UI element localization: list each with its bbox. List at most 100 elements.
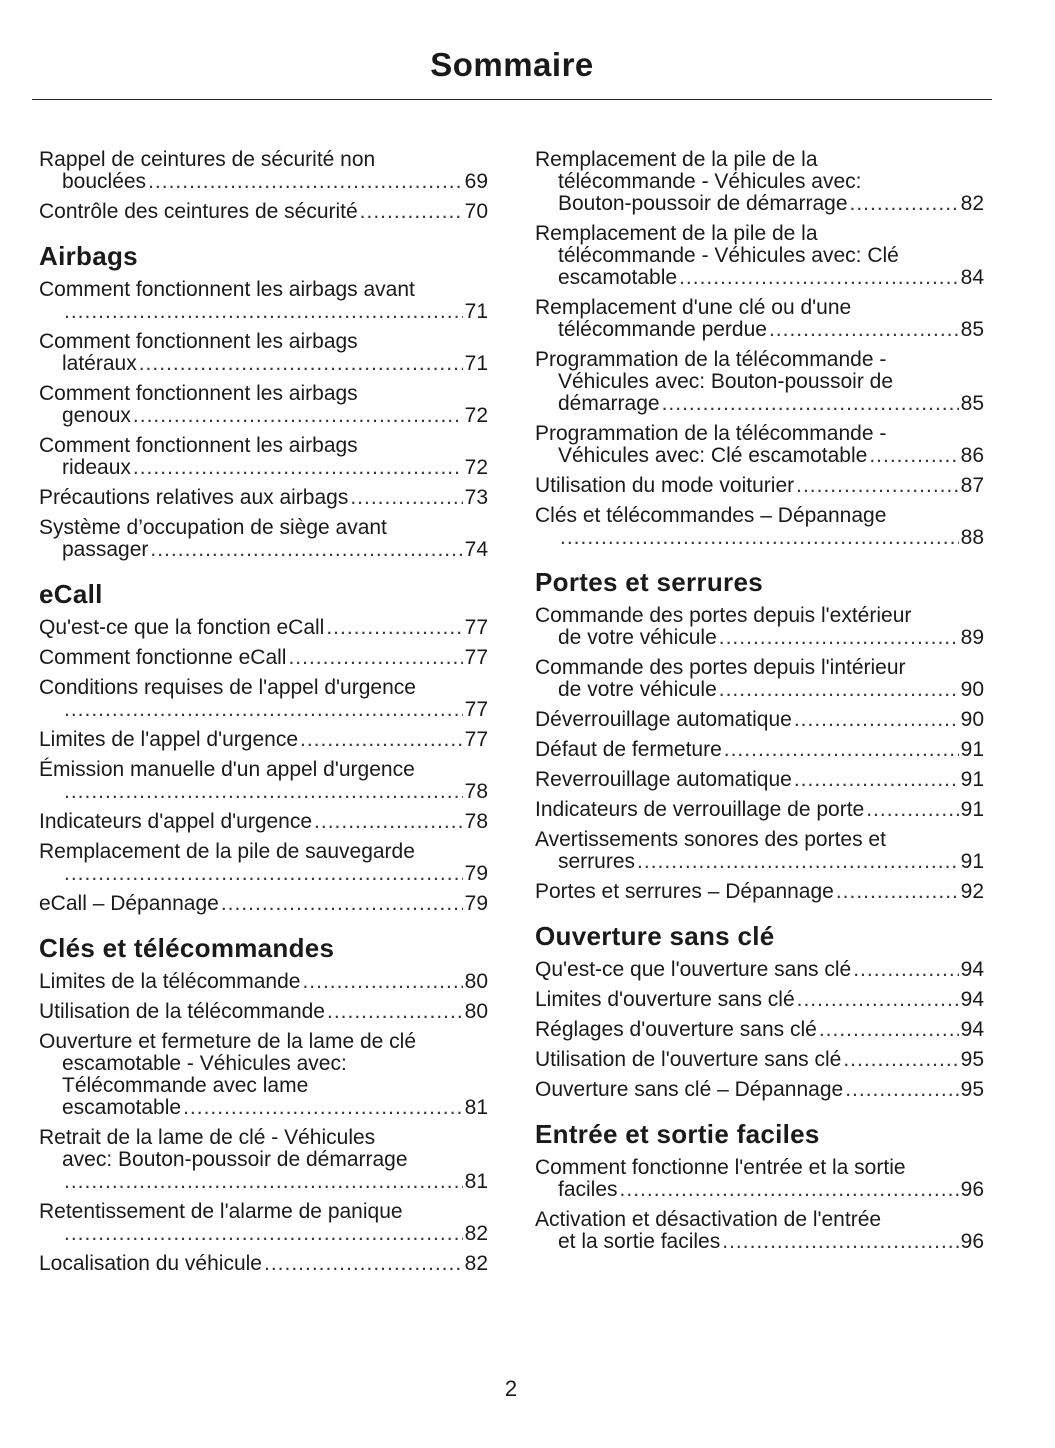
toc-entry-line: télécommande - Véhicules avec:	[558, 170, 862, 193]
toc-entry-line: Limites de la télécommande 80	[39, 971, 488, 993]
toc-entry-line: 81	[39, 1171, 488, 1193]
toc-entry[interactable]: Limites de la télécommande 80	[39, 971, 488, 993]
toc-page-number: 73	[464, 486, 488, 509]
toc-entry[interactable]: Retentissement de l'alarme de panique 82	[39, 1201, 488, 1245]
toc-entry[interactable]: Clés et télécommandes – Dépannage 88	[535, 505, 984, 549]
toc-entry-line: Utilisation de la télécommande 80	[39, 1001, 488, 1023]
toc-entry[interactable]: Précautions relatives aux airbags 73	[39, 487, 488, 509]
toc-entry[interactable]: Réglages d'ouverture sans clé 94	[535, 1019, 984, 1041]
toc-entry[interactable]: Conditions requises de l'appel d'urgence…	[39, 677, 488, 721]
toc-entry-line: Activation et désactivation de l'entrée	[535, 1208, 882, 1231]
toc-entry[interactable]: Comment fonctionnent les airbags avant 71	[39, 279, 488, 323]
toc-entry[interactable]: Utilisation du mode voiturier 87	[535, 475, 984, 497]
dot-leader	[794, 709, 959, 731]
toc-entry[interactable]: Système d’occupation de siège avant passa…	[39, 517, 488, 561]
toc-entry-line: serrures 91	[535, 851, 984, 873]
toc-entry-line: Utilisation de l'ouverture sans clé 95	[535, 1049, 984, 1071]
page-number: 2	[504, 1376, 518, 1401]
toc-page-number: 79	[464, 892, 488, 915]
toc-page-number: 84	[960, 266, 984, 289]
toc-entry-line: Qu'est-ce que l'ouverture sans clé 94	[535, 959, 984, 981]
toc-entry[interactable]: Indicateurs de verrouillage de porte 91	[535, 799, 984, 821]
toc-entry-text: genoux	[62, 404, 131, 427]
dot-leader	[866, 799, 958, 821]
toc-entry[interactable]: Comment fonctionne eCall 77	[39, 647, 488, 669]
dot-leader	[64, 699, 463, 721]
toc-entry[interactable]: Reverrouillage automatique 91	[535, 769, 984, 791]
toc-entry-line: rideaux 72	[39, 457, 488, 479]
toc-entry-line: Rappel de ceintures de sécurité non	[39, 148, 376, 171]
toc-page-number: 77	[464, 646, 488, 669]
toc-entry[interactable]: eCall – Dépannage 79	[39, 893, 488, 915]
toc-entry[interactable]: Défaut de fermeture 91	[535, 739, 984, 761]
toc-entry-line: Ouverture et fermeture de la lame de clé	[39, 1030, 417, 1053]
toc-entry[interactable]: Retrait de la lame de clé - Véhicules ave…	[39, 1127, 488, 1193]
toc-page-number: 94	[960, 958, 984, 981]
toc-entry-line: Défaut de fermeture 91	[535, 739, 984, 761]
toc-page-number: 80	[464, 1000, 488, 1023]
dot-leader	[350, 487, 462, 509]
toc-entry[interactable]: Programmation de la télécommande - Véhicu…	[535, 423, 984, 467]
toc-entry[interactable]: Comment fonctionnent les airbags latéraux…	[39, 331, 488, 375]
dot-leader	[724, 739, 959, 761]
toc-entry[interactable]: Remplacement d'une clé ou d'une télécomma…	[535, 297, 984, 341]
toc-entry[interactable]: Ouverture et fermeture de la lame de clé…	[39, 1031, 488, 1119]
toc-entry[interactable]: Localisation du véhicule 82	[39, 1253, 488, 1275]
toc-entry[interactable]: Utilisation de l'ouverture sans clé 95	[535, 1049, 984, 1071]
toc-entry-line: démarrage 85	[535, 393, 984, 415]
toc-entry-line: Indicateurs de verrouillage de porte 91	[535, 799, 984, 821]
toc-entry-text: Limites d'ouverture sans clé	[535, 988, 795, 1011]
toc-entry[interactable]: Émission manuelle d'un appel d'urgence 78	[39, 759, 488, 803]
toc-entry[interactable]: Déverrouillage automatique 90	[535, 709, 984, 731]
toc-column-right: Remplacement de la pile de la télécommand…	[535, 149, 984, 1253]
toc-page-number: 77	[464, 616, 488, 639]
toc-entry[interactable]: Contrôle des ceintures de sécurité 70	[39, 201, 488, 223]
dot-leader	[183, 1097, 463, 1119]
toc-entry[interactable]: Commande des portes depuis l'extérieur de…	[535, 605, 984, 649]
toc-entry-line: Programmation de la télécommande -	[535, 422, 887, 445]
toc-entry-text: Utilisation de l'ouverture sans clé	[535, 1048, 842, 1071]
toc-entry-line: Réglages d'ouverture sans clé 94	[535, 1019, 984, 1041]
toc-page-number: 91	[960, 798, 984, 821]
toc-entry[interactable]: Activation et désactivation de l'entrée e…	[535, 1209, 984, 1253]
toc-entry[interactable]: Avertissements sonores des portes et serr…	[535, 829, 984, 873]
toc-page-number: 85	[960, 392, 984, 415]
toc-entry-line: Véhicules avec: Clé escamotable 86	[535, 445, 984, 467]
toc-entry[interactable]: Utilisation de la télécommande 80	[39, 1001, 488, 1023]
toc-entry[interactable]: Qu'est-ce que la fonction eCall 77	[39, 617, 488, 639]
toc-entry[interactable]: Remplacement de la pile de la télécommand…	[535, 149, 984, 215]
toc-entry[interactable]: Ouverture sans clé – Dépannage 95	[535, 1079, 984, 1101]
toc-entry-line: Reverrouillage automatique 91	[535, 769, 984, 791]
dot-leader	[662, 393, 959, 415]
toc-entry-line: escamotable - Véhicules avec:	[62, 1052, 347, 1075]
toc-entry-text: escamotable	[558, 266, 678, 289]
toc-entry[interactable]: Limites de l'appel d'urgence 77	[39, 729, 488, 751]
toc-page-number: 91	[960, 850, 984, 873]
toc-entry[interactable]: Remplacement de la pile de sauvegarde 79	[39, 841, 488, 885]
toc-entry[interactable]: Indicateurs d'appel d'urgence 78	[39, 811, 488, 833]
toc-entry[interactable]: Comment fonctionne l'entrée et la sortie…	[535, 1157, 984, 1201]
toc-entry[interactable]: Remplacement de la pile de la télécommand…	[535, 223, 984, 289]
dot-leader	[221, 893, 463, 915]
dot-leader	[843, 1049, 958, 1071]
toc-entry[interactable]: Rappel de ceintures de sécurité non boucl…	[39, 149, 488, 193]
toc-entry[interactable]: Qu'est-ce que l'ouverture sans clé 94	[535, 959, 984, 981]
toc-page-number: 94	[960, 988, 984, 1011]
toc-entry-text: Localisation du véhicule	[39, 1252, 262, 1275]
section-heading: Airbags	[39, 241, 138, 271]
toc-entry-text: faciles	[558, 1178, 618, 1201]
toc-entry[interactable]: Commande des portes depuis l'intérieur de…	[535, 657, 984, 701]
page-title: Sommaire	[430, 46, 594, 83]
toc-entry-line: Localisation du véhicule 82	[39, 1253, 488, 1275]
toc-entry[interactable]: Limites d'ouverture sans clé 94	[535, 989, 984, 1011]
dot-leader	[150, 539, 462, 561]
toc-page-number: 81	[464, 1170, 488, 1193]
toc-entry-line: Contrôle des ceintures de sécurité 70	[39, 201, 488, 223]
toc-entry-text: rideaux	[62, 456, 131, 479]
toc-entry[interactable]: Programmation de la télécommande - Véhicu…	[535, 349, 984, 415]
toc-page-number: 96	[960, 1230, 984, 1253]
toc-entry[interactable]: Portes et serrures – Dépannage 92	[535, 881, 984, 903]
toc-page-number: 72	[464, 404, 488, 427]
